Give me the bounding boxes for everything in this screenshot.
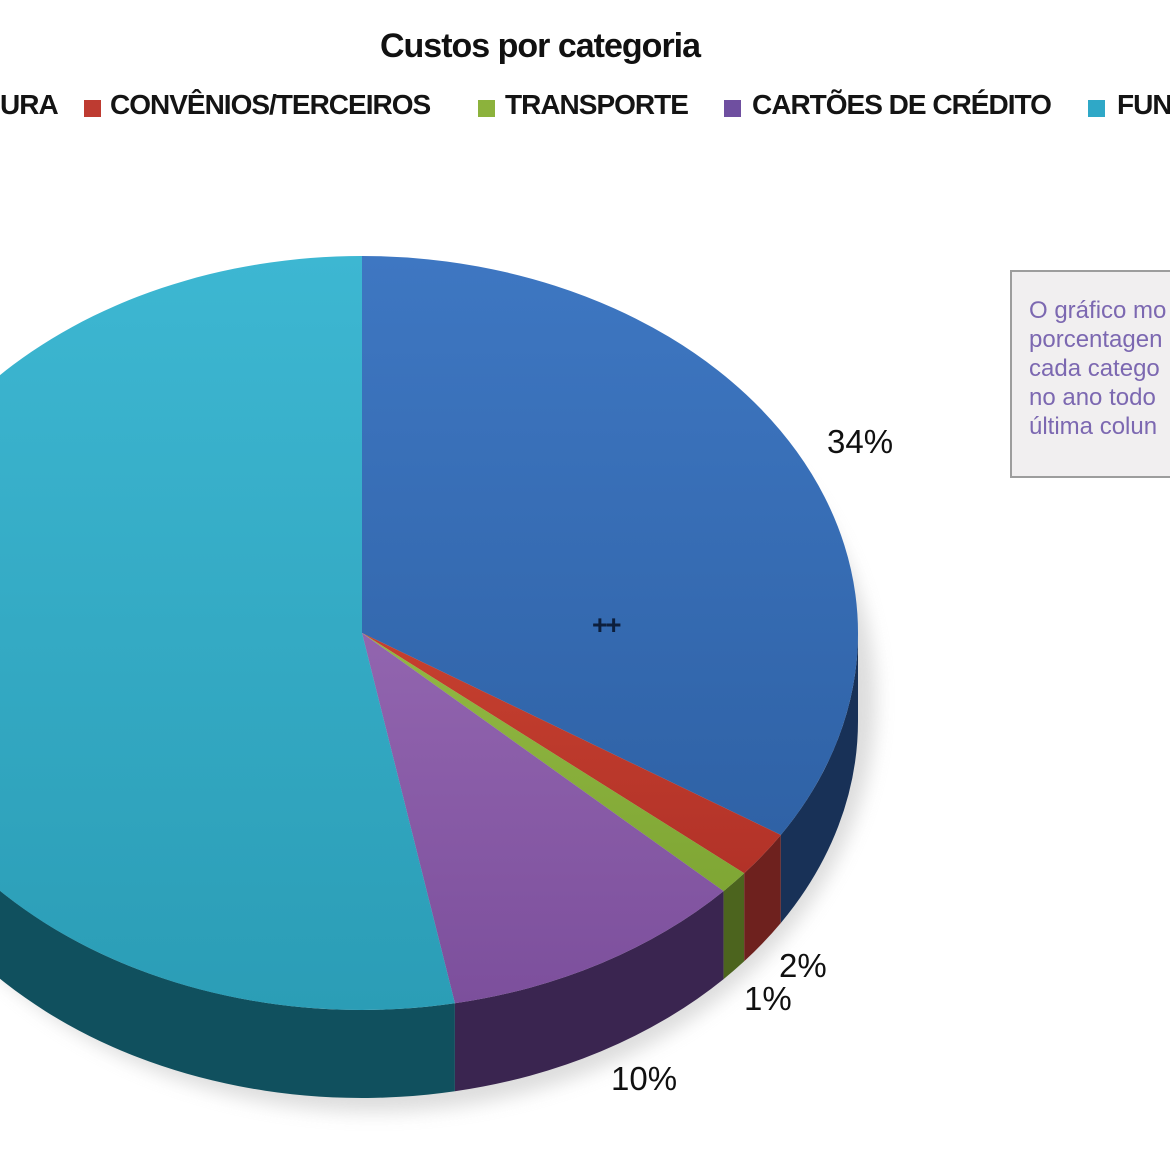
legend-swatch-icon [1088, 100, 1105, 117]
pct-label-3: 10% [611, 1060, 678, 1097]
plus-plus-marker: ++ [592, 610, 622, 640]
annotation-line-1: porcentagen [1029, 326, 1163, 353]
pie-side-3 [454, 891, 724, 1092]
annotation-box[interactable]: O gráfico mo porcentagen cada catego no ano… [1010, 270, 1170, 478]
pct-label-0: 34% [827, 423, 894, 460]
annotation-text: O gráfico mo porcentagen cada catego no ano… [1029, 296, 1166, 441]
annotation-line-0: O gráfico mo [1029, 297, 1167, 324]
pie-slice-4[interactable] [0, 256, 455, 1010]
annotation-line-4: última colun [1029, 413, 1158, 440]
annotation-line-3: no ano todo [1029, 384, 1156, 411]
pie-side-2 [723, 873, 745, 980]
pie-side-1 [744, 835, 781, 962]
legend-label: URA [0, 89, 59, 120]
pie-side-4 [0, 890, 455, 1098]
pie-slice-3[interactable] [362, 633, 724, 1004]
legend-label: TRANSPORTE [505, 89, 689, 120]
chart-title: Custos por categoria [379, 27, 701, 65]
pie-side-0 [780, 633, 859, 923]
legend-label: CARTÕES DE CRÉDITO [752, 89, 1052, 120]
pie-slice-1[interactable] [362, 633, 781, 874]
legend-label: CONVÊNIOS/TERCEIROS [110, 89, 431, 120]
legend-swatch-icon [84, 100, 101, 117]
legend-label: FUN [1117, 89, 1170, 120]
annotation-line-2: cada catego [1029, 355, 1160, 382]
legend-swatch-icon [478, 100, 495, 117]
pct-label-1: 2% [779, 947, 827, 984]
pct-label-2: 1% [744, 980, 792, 1017]
pie-slice-2[interactable] [362, 633, 745, 892]
pie-slice-0[interactable] [362, 256, 859, 835]
legend-swatch-icon [724, 100, 741, 117]
